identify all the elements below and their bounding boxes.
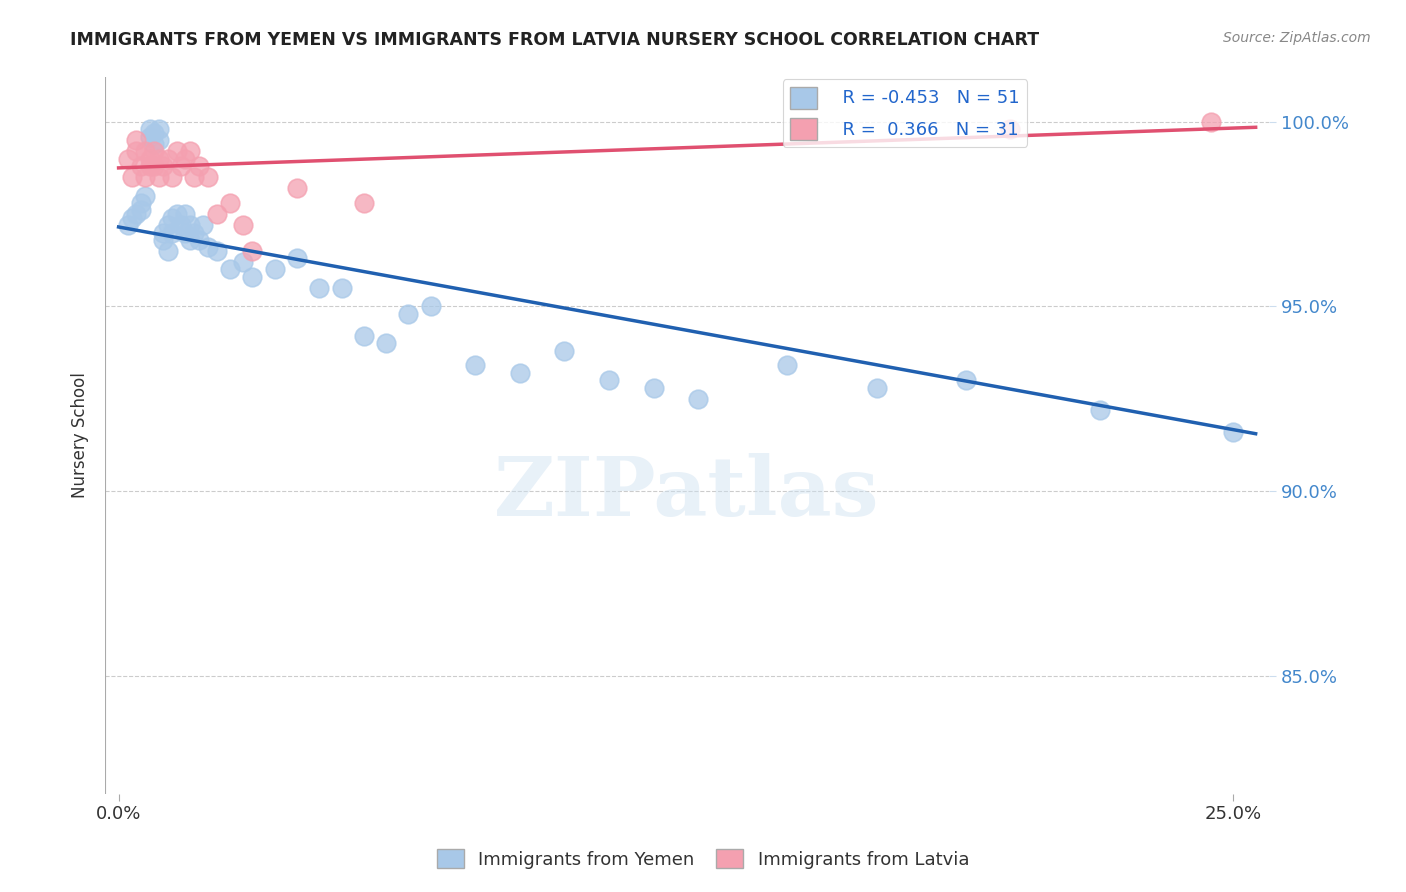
Point [219,196,242,211]
Point [143,126,166,140]
Point [134,170,156,185]
Point [205,244,228,258]
Point [152,233,174,247]
Point [121,170,143,185]
Legend:   R = -0.453   N = 51,   R =  0.366   N = 31: R = -0.453 N = 51, R = 0.366 N = 31 [783,79,1028,147]
Point [1000,122,1022,136]
Point [179,218,201,232]
Point [117,218,139,232]
Point [139,129,162,144]
Point [232,255,254,269]
Point [174,152,197,166]
Point [170,159,193,173]
Point [134,145,156,159]
Text: IMMIGRANTS FROM YEMEN VS IMMIGRANTS FROM LATVIA NURSERY SCHOOL CORRELATION CHART: IMMIGRANTS FROM YEMEN VS IMMIGRANTS FROM… [70,31,1039,49]
Point [139,122,162,136]
Point [160,226,183,240]
Point [285,252,308,266]
Point [240,244,263,258]
Point [1222,425,1244,439]
Point [308,281,330,295]
Point [330,281,353,295]
Point [183,170,205,185]
Point [776,359,799,373]
Point [375,336,398,351]
Point [263,262,285,277]
Point [183,226,205,240]
Point [129,159,152,173]
Point [193,218,215,232]
Point [152,226,174,240]
Point [152,159,174,173]
Point [156,152,179,166]
Point [148,152,170,166]
Point [553,343,575,358]
Text: Source: ZipAtlas.com: Source: ZipAtlas.com [1223,31,1371,45]
Point [643,380,665,394]
Point [197,170,219,185]
Point [143,136,166,151]
Point [509,366,531,380]
Point [1088,402,1111,417]
Point [160,211,183,225]
Point [139,159,162,173]
Point [353,196,375,211]
Legend: Immigrants from Yemen, Immigrants from Latvia: Immigrants from Yemen, Immigrants from L… [430,842,976,876]
Y-axis label: Nursery School: Nursery School [72,373,89,499]
Point [464,359,486,373]
Point [396,307,419,321]
Point [197,240,219,254]
Point [117,152,139,166]
Point [598,373,620,387]
Point [205,207,228,221]
Point [353,329,375,343]
Point [179,233,201,247]
Point [129,203,152,218]
Point [134,188,156,202]
Text: ZIPatlas: ZIPatlas [495,453,880,533]
Point [121,211,143,225]
Point [232,218,254,232]
Point [174,207,197,221]
Point [156,218,179,232]
Point [166,145,188,159]
Point [143,145,166,159]
Point [419,299,441,313]
Point [125,207,148,221]
Point [187,233,209,247]
Point [955,373,977,387]
Point [125,145,148,159]
Point [240,269,263,284]
Point [129,196,152,211]
Point [160,170,183,185]
Point [139,152,162,166]
Point [179,145,201,159]
Point [148,170,170,185]
Point [166,207,188,221]
Point [187,159,209,173]
Point [285,181,308,195]
Point [688,392,710,406]
Point [143,159,166,173]
Point [148,133,170,147]
Point [174,226,197,240]
Point [1199,114,1222,128]
Point [125,133,148,147]
Point [170,218,193,232]
Point [219,262,242,277]
Point [156,244,179,258]
Point [148,122,170,136]
Point [865,380,887,394]
